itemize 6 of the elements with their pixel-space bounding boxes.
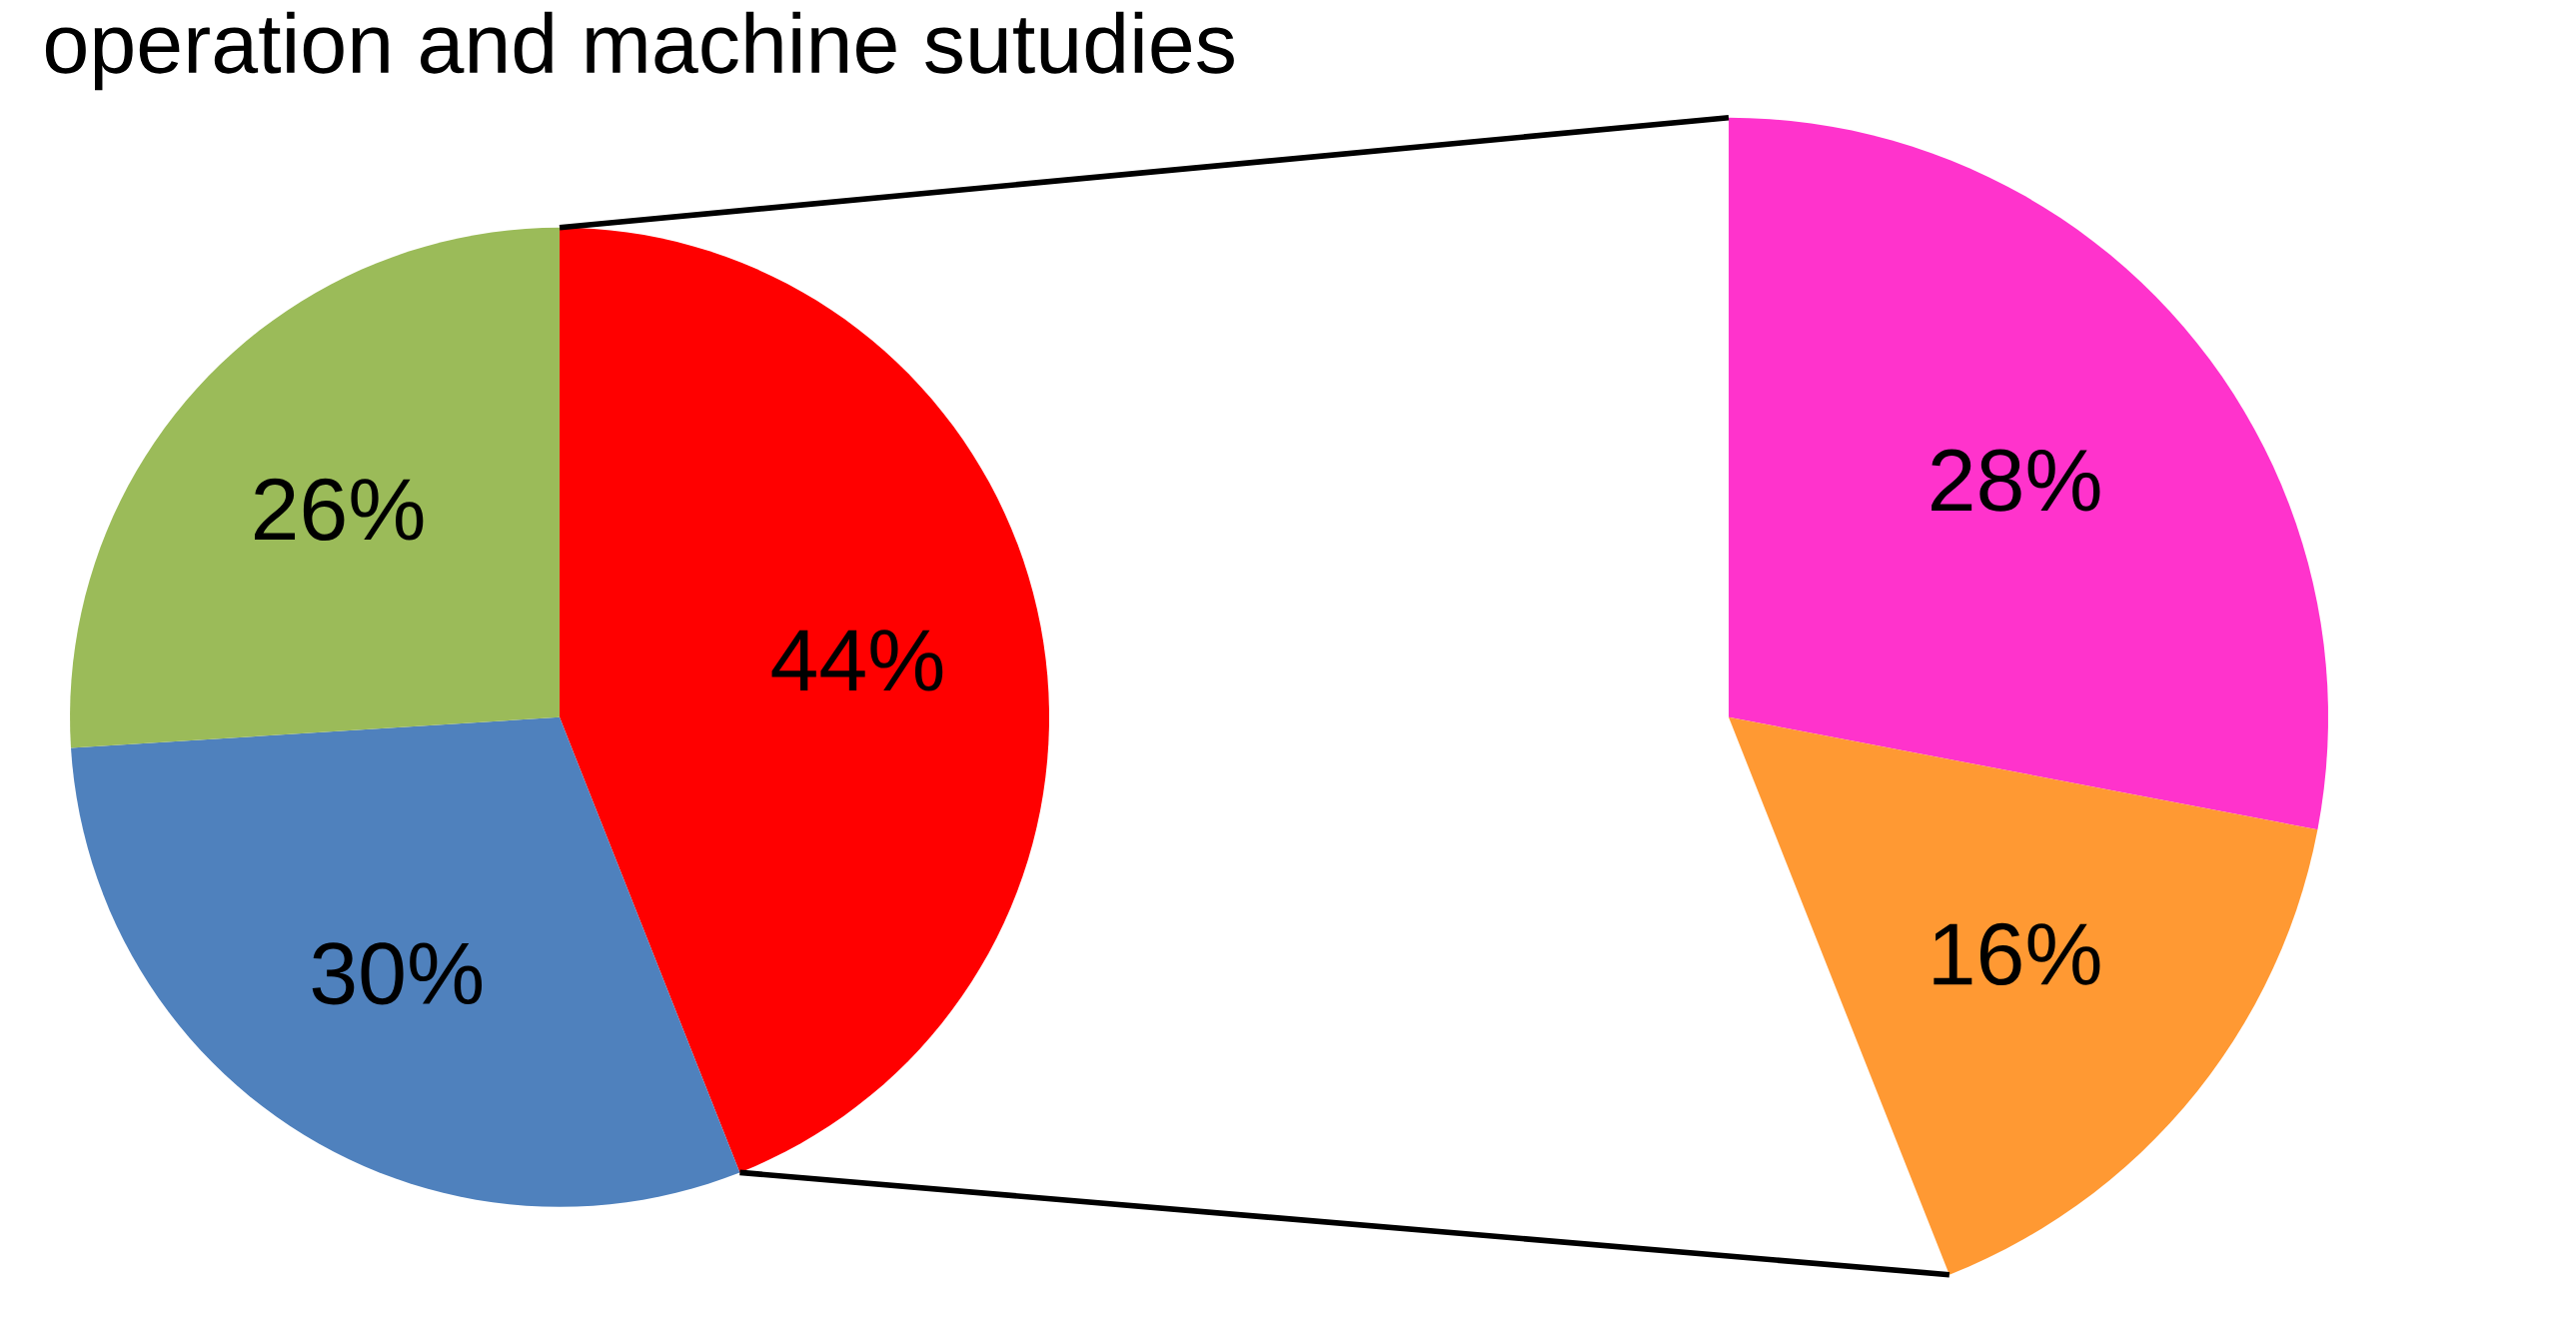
data-label: 44% bbox=[771, 630, 943, 691]
data-label: 26% bbox=[255, 478, 424, 542]
data-label: 30% bbox=[312, 942, 483, 1005]
data-label: 16% bbox=[1933, 922, 2100, 986]
chart-title: operation and machine sutudies bbox=[45, 11, 1234, 91]
data-label: 28% bbox=[1932, 449, 2100, 512]
